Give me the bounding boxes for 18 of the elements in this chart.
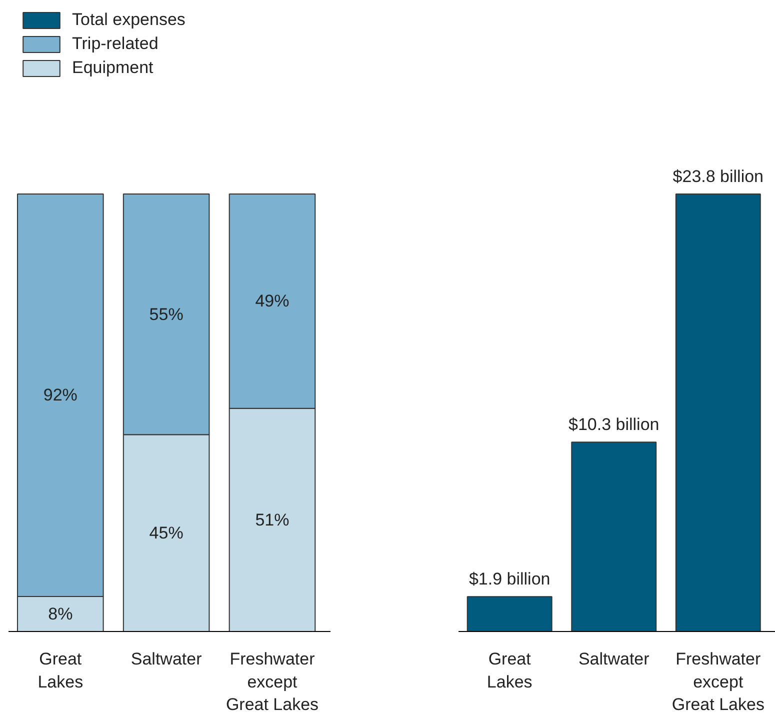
data-label: 51% [255,510,290,530]
x-tick-label: Saltwater [130,650,202,668]
x-tick-label: Saltwater [578,650,650,668]
text: Total expenses [72,10,186,30]
data-label: 8% [48,604,73,624]
data-label: $1.9 billion [468,570,550,589]
data-label: 92% [43,386,78,405]
x-tick-label: Great Lakes [486,650,532,692]
x-tick-label: Freshwater except Great Lakes [226,650,319,714]
data-label: 49% [255,292,290,311]
legend-label: Trip-related [72,34,158,54]
x-tick-label: Freshwater except Great Lakes [672,650,764,714]
legend-label: Equipment [72,58,154,78]
data-label: 45% [149,524,184,543]
data-label: 55% [149,304,184,324]
data-label: $23.8 billion [672,166,764,186]
data-label: $10.3 billion [568,415,660,434]
x-tick-label: Great Lakes [38,650,84,692]
